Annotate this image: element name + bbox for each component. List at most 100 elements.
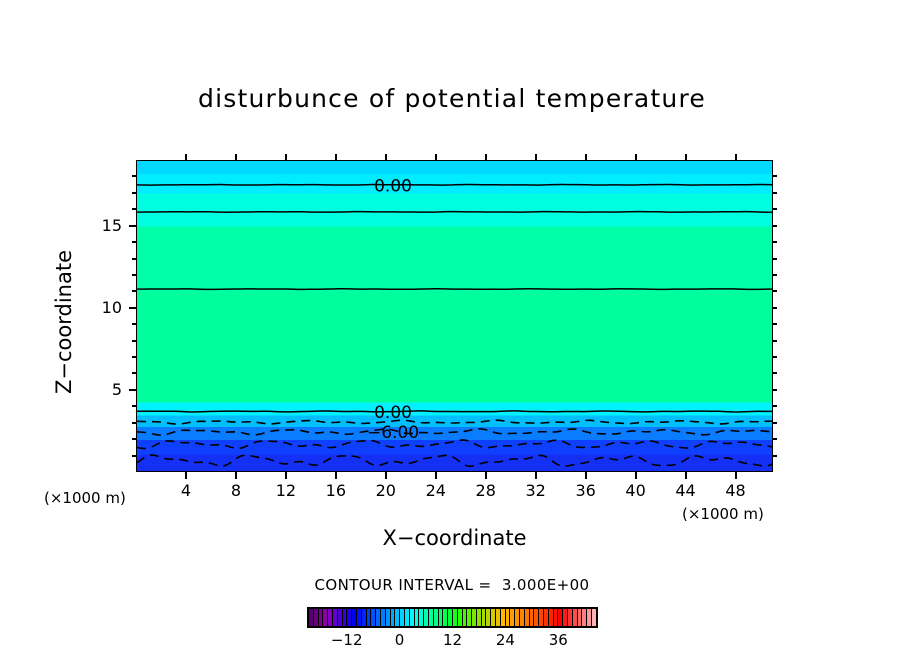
colorbar-swatch — [582, 609, 588, 626]
x-tick-label: 40 — [625, 481, 646, 500]
colorbar-swatch — [342, 609, 348, 626]
contour-label: 0.00 — [374, 177, 412, 197]
colorbar-swatch — [476, 609, 482, 626]
x-tick-mark-top — [534, 154, 537, 160]
contour-line — [137, 410, 772, 413]
y-minor-tick-right — [773, 405, 777, 408]
x-tick-label: 16 — [325, 481, 346, 500]
y-minor-tick — [132, 257, 136, 260]
y-minor-tick — [132, 438, 136, 441]
colorbar-swatch — [323, 609, 329, 626]
y-minor-tick — [132, 323, 136, 326]
y-minor-tick-right — [773, 191, 777, 194]
y-minor-tick-right — [773, 438, 777, 441]
x-tick-label: 12 — [275, 481, 297, 500]
colorbar-swatch — [366, 609, 372, 626]
colorbar-tick-label: 12 — [442, 631, 463, 649]
colorbar-swatch — [520, 609, 525, 626]
x-tick-label: 20 — [375, 481, 396, 500]
colorbar-swatch — [568, 609, 573, 626]
colorbar-swatch — [318, 609, 324, 626]
colorbar-swatch — [544, 609, 549, 626]
x-tick-mark — [434, 472, 437, 479]
x-tick-mark-top — [284, 154, 287, 160]
plot-area: 0.00 −6.00 0.00 — [136, 160, 773, 472]
y-minor-tick-right — [773, 372, 777, 375]
colorbar-swatch — [404, 609, 410, 626]
y-minor-tick — [132, 191, 136, 194]
colorbar-swatch — [352, 609, 357, 626]
colorbar-swatch — [510, 609, 516, 626]
x-tick-mark — [684, 472, 687, 479]
y-minor-tick-right — [773, 454, 777, 457]
colorbar-swatch — [371, 609, 377, 626]
contour-line — [137, 210, 772, 213]
colorbar-swatch — [380, 609, 386, 626]
colorbar-swatch — [433, 609, 439, 626]
y-minor-tick-right — [773, 339, 777, 342]
colorbar-swatch — [309, 609, 314, 626]
x-tick-mark — [234, 472, 237, 479]
colorbar-swatch — [558, 609, 564, 626]
colorbar-swatch — [328, 609, 333, 626]
y-minor-tick-right — [773, 257, 777, 260]
contour-line — [137, 288, 772, 291]
x-tick-label: 28 — [475, 481, 496, 500]
x-tick-label: 24 — [425, 481, 446, 500]
colorbar-tick-label: 0 — [394, 631, 405, 649]
y-minor-tick-right — [773, 273, 777, 276]
y-minor-tick — [132, 175, 136, 178]
colorbar-swatch — [524, 609, 530, 626]
y-minor-tick — [132, 241, 136, 244]
x-axis-title: X−coordinate — [382, 526, 527, 550]
colorbar-swatch — [376, 609, 381, 626]
contour-line — [137, 439, 772, 450]
y-minor-tick-right — [773, 306, 777, 309]
y-minor-tick-right — [773, 323, 777, 326]
x-tick-mark — [734, 472, 737, 479]
colorbar-tick-label: 36 — [548, 631, 568, 649]
y-minor-tick-right — [773, 224, 777, 227]
colorbar-swatch — [486, 609, 492, 626]
contour-line — [137, 428, 772, 436]
y-minor-tick — [132, 339, 136, 342]
x-tick-mark-top — [184, 154, 187, 160]
y-minor-tick — [132, 208, 136, 211]
x-tick-mark-top — [484, 154, 487, 160]
x-tick-mark — [184, 472, 187, 479]
colorbar-swatch — [452, 609, 458, 626]
x-tick-mark-top — [384, 154, 387, 160]
colorbar-tick-label: 24 — [495, 631, 515, 649]
x-units-left-label: (×1000 m) — [44, 489, 126, 507]
colorbar-swatch — [553, 609, 559, 626]
colorbar-swatch — [577, 609, 583, 626]
y-minor-tick — [132, 372, 136, 375]
contour-line — [137, 183, 772, 186]
y-minor-tick — [132, 421, 136, 424]
x-tick-label: 36 — [575, 481, 596, 500]
y-tick-mark — [129, 306, 136, 309]
colorbar-swatch — [409, 609, 415, 626]
x-tick-mark-top — [234, 154, 237, 160]
y-minor-tick — [132, 273, 136, 276]
colorbar-swatch — [313, 609, 319, 626]
colorbar-swatch — [563, 609, 569, 626]
colorbar-swatch — [539, 609, 545, 626]
colorbar-swatch — [462, 609, 468, 626]
colorbar-swatch — [390, 609, 396, 626]
y-tick-mark — [129, 224, 136, 227]
colorbar-swatch — [481, 609, 487, 626]
colorbar-tick-label: −12 — [330, 631, 363, 649]
colorbar-swatch — [385, 609, 391, 626]
x-tick-mark-top — [734, 154, 737, 160]
colorbar-swatch — [496, 609, 501, 626]
y-minor-tick-right — [773, 290, 777, 293]
colorbar-swatch — [592, 609, 596, 626]
contour-line — [137, 419, 772, 425]
x-tick-mark — [534, 472, 537, 479]
colorbar-swatch — [500, 609, 506, 626]
y-tick-label: 15 — [101, 215, 122, 235]
y-minor-tick-right — [773, 175, 777, 178]
colorbar-swatch — [587, 609, 593, 626]
